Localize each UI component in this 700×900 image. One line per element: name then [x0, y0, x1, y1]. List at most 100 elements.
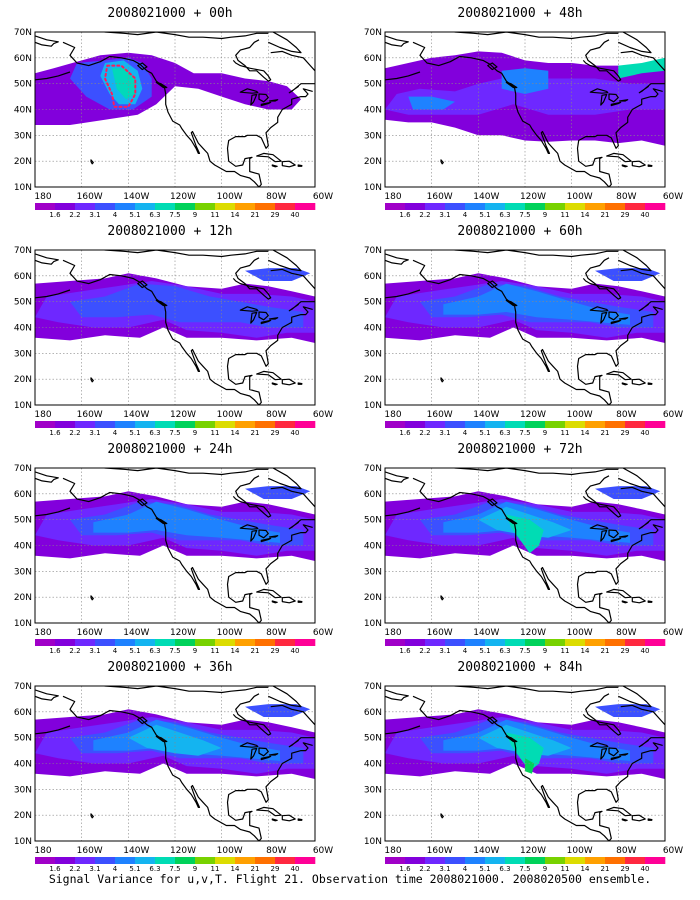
colorbar-swatch [585, 421, 606, 428]
colorbar-label: 21 [251, 211, 260, 219]
colorbar-label: 5.1 [129, 865, 140, 873]
colorbar-swatch [465, 639, 486, 646]
colorbar-label: 3.1 [89, 211, 100, 219]
colorbar-label: 21 [601, 211, 610, 219]
lon-tick-label: 60W [663, 628, 683, 638]
colorbar-label: 1.6 [49, 865, 61, 873]
flight-track [103, 64, 137, 108]
colorbar-label: 2.2 [69, 211, 80, 219]
colorbar-label: 2.2 [419, 429, 430, 437]
lon-tick-label: 80W [616, 628, 636, 638]
colorbar-swatch [195, 639, 216, 646]
lat-tick-label: 10N [364, 619, 382, 629]
colorbar-label: 21 [251, 865, 260, 873]
colorbar-label: 7.5 [169, 865, 180, 873]
colorbar-label: 7.5 [169, 429, 180, 437]
panel-title: 2008021000 + 00h [107, 6, 233, 21]
lon-tick-label: 160W [77, 628, 103, 638]
colorbar: 1.6 2.2 3.1 4 5.1 6.3 7.5 9 11 14 21 29 40 [385, 857, 666, 873]
lon-tick-label: 120W [170, 628, 196, 638]
lat-tick-label: 40N [364, 106, 382, 116]
colorbar-swatch [405, 639, 426, 646]
colorbar-label: 29 [271, 647, 280, 655]
colorbar-label: 1.6 [49, 647, 61, 655]
colorbar-swatch [545, 421, 566, 428]
lon-tick-label: 80W [266, 628, 286, 638]
colorbar-label: 6.3 [499, 211, 510, 219]
lon-tick-label: 80W [266, 410, 286, 420]
lon-tick-label: 140W [473, 846, 499, 856]
lat-tick-label: 70N [364, 464, 382, 474]
lat-tick-label: 30N [364, 567, 382, 577]
lat-tick-label: 60N [364, 708, 382, 718]
lon-tick-label: 60W [313, 410, 333, 420]
coastlines [35, 250, 315, 405]
colorbar-label: 1.6 [399, 865, 411, 873]
colorbar-label: 9 [543, 647, 547, 655]
colorbar-label: 11 [211, 865, 220, 873]
lon-tick-label: 120W [520, 846, 546, 856]
colorbar-label: 2.2 [69, 865, 80, 873]
colorbar-label: 2.2 [419, 647, 430, 655]
colorbar-swatch [135, 857, 156, 864]
colorbar-label: 14 [581, 647, 590, 655]
colorbar-label: 1.6 [399, 429, 411, 437]
lat-tick-label: 20N [14, 811, 32, 821]
colorbar-swatch [95, 421, 116, 428]
lon-tick-label: 80W [266, 192, 286, 202]
colorbar-swatch [35, 639, 56, 646]
lon-tick-label: 80W [616, 192, 636, 202]
colorbar-swatch [175, 639, 196, 646]
panel-title: 2008021000 + 24h [107, 442, 233, 457]
colorbar-label: 1.6 [49, 211, 61, 219]
lon-tick-label: 180 [384, 410, 401, 420]
colorbar-label: 3.1 [89, 429, 100, 437]
lon-tick-label: 120W [170, 846, 196, 856]
colorbar-swatch [645, 421, 666, 428]
colorbar-swatch [95, 639, 116, 646]
colorbar-swatch [485, 857, 506, 864]
colorbar-swatch [405, 857, 426, 864]
lat-tick-label: 10N [364, 837, 382, 847]
colorbar-swatch [605, 421, 626, 428]
colorbar-label: 3.1 [439, 647, 450, 655]
colorbar-swatch [55, 421, 76, 428]
lon-tick-label: 140W [123, 628, 149, 638]
colorbar-swatch [465, 421, 486, 428]
lon-tick-label: 140W [123, 410, 149, 420]
lat-tick-label: 60N [364, 272, 382, 282]
lon-tick-label: 180 [34, 846, 51, 856]
colorbar-label: 14 [581, 211, 590, 219]
colorbar-swatch [235, 639, 256, 646]
colorbar: 1.6 2.2 3.1 4 5.1 6.3 7.5 9 11 14 21 29 40 [35, 639, 316, 655]
colorbar-swatch [385, 639, 406, 646]
colorbar-swatch [585, 203, 606, 210]
lat-tick-label: 70N [14, 246, 32, 256]
lat-tick-label: 60N [14, 54, 32, 64]
colorbar-swatch [525, 857, 546, 864]
colorbar-label: 1.6 [399, 211, 411, 219]
lat-tick-label: 70N [364, 682, 382, 692]
lon-tick-label: 100W [567, 410, 593, 420]
lon-tick-label: 100W [217, 410, 243, 420]
lat-tick-label: 60N [14, 272, 32, 282]
colorbar-swatch [295, 203, 316, 210]
lon-tick-label: 160W [427, 628, 453, 638]
colorbar-label: 4 [463, 429, 468, 437]
colorbar-swatch [115, 203, 136, 210]
lon-tick-label: 60W [663, 410, 683, 420]
lon-tick-label: 120W [170, 410, 196, 420]
lon-tick-label: 60W [663, 192, 683, 202]
colorbar-swatch [605, 203, 626, 210]
colorbar-swatch [505, 857, 526, 864]
lon-tick-label: 60W [313, 846, 333, 856]
lon-tick-label: 100W [217, 628, 243, 638]
lat-tick-label: 70N [14, 682, 32, 692]
colorbar-swatch [385, 421, 406, 428]
colorbar-swatch [425, 203, 446, 210]
lon-tick-label: 140W [123, 192, 149, 202]
colorbar-swatch [445, 203, 466, 210]
